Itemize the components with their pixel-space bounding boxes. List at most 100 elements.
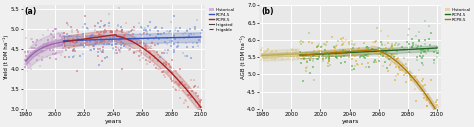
Point — [48, 46, 56, 48]
Point — [150, 38, 158, 40]
Point — [172, 89, 180, 91]
Point — [102, 37, 110, 39]
Point — [65, 56, 73, 58]
Point — [267, 54, 275, 56]
Point — [91, 48, 98, 50]
Point — [333, 57, 341, 59]
Point — [89, 45, 97, 47]
Point — [330, 46, 338, 48]
Point — [319, 45, 326, 47]
Point — [132, 39, 139, 41]
Point — [327, 64, 334, 66]
Point — [425, 25, 433, 27]
Point — [85, 45, 92, 47]
Point — [53, 28, 60, 30]
Point — [384, 57, 392, 59]
Point — [342, 50, 350, 52]
Point — [402, 81, 410, 83]
Point — [362, 47, 370, 49]
Point — [382, 47, 390, 49]
Point — [340, 41, 347, 43]
Point — [341, 49, 349, 51]
Point — [154, 59, 162, 61]
Point — [152, 26, 160, 28]
Point — [130, 29, 137, 31]
Point — [33, 54, 40, 56]
Point — [96, 41, 104, 43]
Point — [117, 41, 125, 43]
Point — [101, 25, 109, 27]
Point — [113, 29, 120, 31]
Point — [381, 61, 389, 63]
Point — [69, 56, 76, 58]
Point — [81, 42, 89, 44]
Point — [104, 43, 111, 45]
Point — [95, 47, 102, 50]
Point — [173, 70, 180, 72]
Point — [70, 48, 78, 50]
Point — [126, 48, 134, 50]
Point — [162, 61, 170, 63]
Point — [257, 59, 264, 61]
Point — [160, 63, 167, 65]
Point — [395, 43, 403, 45]
Point — [195, 45, 202, 47]
Point — [404, 71, 412, 73]
Point — [154, 54, 161, 56]
Point — [395, 66, 403, 68]
Point — [434, 52, 441, 54]
Point — [100, 35, 107, 37]
Point — [81, 23, 89, 25]
Point — [419, 80, 426, 82]
Point — [407, 79, 415, 81]
Point — [345, 56, 353, 58]
Point — [380, 48, 387, 50]
Point — [154, 67, 162, 69]
Point — [332, 45, 339, 47]
Point — [86, 41, 94, 43]
Point — [310, 54, 318, 56]
Point — [167, 45, 174, 47]
Point — [182, 99, 189, 101]
Point — [174, 83, 182, 85]
Point — [309, 60, 316, 62]
Point — [87, 35, 95, 37]
Point — [313, 46, 320, 48]
Point — [323, 52, 331, 54]
Point — [141, 45, 148, 47]
Point — [116, 7, 123, 10]
Point — [326, 59, 333, 61]
Point — [354, 48, 362, 50]
Point — [83, 36, 91, 38]
Point — [195, 106, 202, 108]
Point — [417, 45, 424, 47]
Point — [405, 51, 413, 53]
Point — [422, 39, 429, 41]
Point — [100, 43, 108, 45]
Point — [49, 37, 56, 39]
Point — [392, 42, 400, 44]
Point — [411, 80, 419, 82]
Point — [117, 30, 124, 32]
Point — [60, 32, 68, 34]
Point — [285, 52, 293, 54]
Point — [125, 31, 133, 33]
Point — [31, 50, 39, 52]
Point — [49, 41, 57, 43]
Point — [330, 50, 338, 52]
Point — [261, 58, 268, 60]
Point — [174, 30, 182, 32]
Point — [375, 60, 383, 62]
Point — [142, 30, 149, 32]
Point — [387, 54, 395, 57]
Point — [345, 43, 353, 45]
Point — [64, 22, 71, 24]
Point — [318, 50, 325, 52]
Point — [165, 63, 173, 65]
Point — [62, 40, 70, 42]
Point — [322, 44, 329, 46]
Point — [111, 52, 118, 54]
Point — [324, 65, 331, 67]
Point — [179, 33, 186, 35]
Point — [152, 67, 160, 69]
